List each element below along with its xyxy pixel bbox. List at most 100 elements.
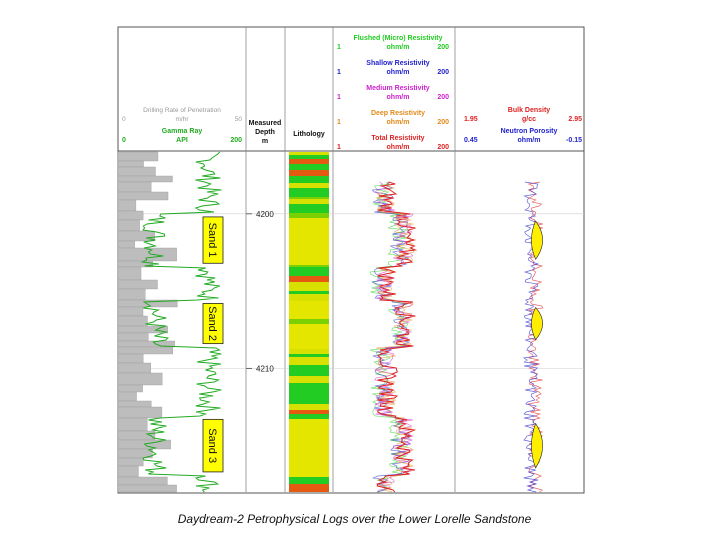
lithology-band xyxy=(289,155,329,159)
lithology-band xyxy=(289,238,329,242)
rop-bar xyxy=(117,406,163,419)
lithology-band xyxy=(289,383,329,389)
sand-label-1: Sand 1 xyxy=(206,223,218,258)
rop-bar xyxy=(117,166,156,177)
lithology-band xyxy=(289,289,329,291)
resistivity-unit-3: ohm/m xyxy=(387,119,410,126)
rop-bar xyxy=(117,346,173,355)
rop-bar xyxy=(117,240,135,249)
depth-label-line2: Depth xyxy=(255,129,275,136)
lithology-band xyxy=(289,349,329,352)
lithology-band xyxy=(289,170,329,176)
lithology-band xyxy=(289,473,329,477)
lithology-band xyxy=(289,354,329,357)
lithology-band xyxy=(289,452,329,457)
lithology-band xyxy=(289,481,329,486)
lithology-band xyxy=(289,188,329,194)
sand-label-3: Sand 3 xyxy=(206,428,218,463)
lithology-band xyxy=(289,291,329,294)
neutron-min: 0.45 xyxy=(464,137,478,144)
lithology-band xyxy=(289,430,329,434)
rop-bar xyxy=(117,353,144,364)
neutron-max: -0.15 xyxy=(566,137,582,144)
density-title: Bulk Density xyxy=(508,107,551,114)
rop-bar xyxy=(117,230,155,242)
lithology-band xyxy=(289,230,329,233)
rop-bar xyxy=(117,288,146,301)
lithology-band xyxy=(289,204,329,209)
lithology-band xyxy=(289,352,329,354)
lithology-band xyxy=(289,265,329,267)
resistivity-title-3: Deep Resistivity xyxy=(371,110,425,117)
density-unit: g/cc xyxy=(522,116,536,123)
resistivity-curve-4 xyxy=(376,181,418,493)
rop-bar xyxy=(117,315,148,327)
lithology-band xyxy=(289,199,329,204)
lithology-band xyxy=(289,209,329,213)
lithology-band xyxy=(289,444,329,447)
lithology-band xyxy=(289,463,329,466)
lithology-band xyxy=(289,176,329,180)
lithology-band xyxy=(289,332,329,338)
lithology-band xyxy=(289,477,329,481)
lithology-band xyxy=(289,213,329,218)
rop-bar xyxy=(117,332,149,342)
lithology-band xyxy=(289,447,329,452)
rop-bar xyxy=(117,417,148,432)
lithology-band xyxy=(289,400,329,404)
lithology-band xyxy=(289,376,329,379)
lithology-band xyxy=(289,218,329,223)
gamma-ray-curve xyxy=(140,151,222,493)
lithology-band xyxy=(289,397,329,400)
lithology-band xyxy=(289,324,329,330)
lithology-band xyxy=(289,363,329,365)
lithology-band xyxy=(289,308,329,312)
lithology-band xyxy=(289,338,329,343)
density-min: 1.95 xyxy=(464,116,478,123)
resistivity-max-0: 200 xyxy=(437,44,449,51)
resistivity-title-0: Flushed (Micro) Resistivity xyxy=(353,35,442,42)
lithology-band xyxy=(289,365,329,370)
figure-caption: Daydream-2 Petrophysical Logs over the L… xyxy=(177,512,532,526)
track-headers: Drilling Rate of Penetration m/hr 0 50 Gamma… xyxy=(122,35,582,151)
lithology-band xyxy=(289,282,329,287)
lithology-band xyxy=(289,267,329,270)
lithology-band xyxy=(289,343,329,349)
lithology-band xyxy=(289,259,329,265)
rop-title: Drilling Rate of Penetration xyxy=(143,107,221,114)
sand-box-3 xyxy=(202,418,224,473)
resistivity-unit-2: ohm/m xyxy=(387,94,410,101)
rop-bar xyxy=(117,476,168,486)
lithology-band xyxy=(289,330,329,332)
gamma-ray-title: Gamma Ray xyxy=(162,128,203,135)
sand-box-2 xyxy=(202,303,224,345)
neutron-unit: ohm/m xyxy=(518,137,541,144)
rop-bar xyxy=(117,191,169,201)
lithology-band-base xyxy=(289,484,329,492)
lithology-label: Lithology xyxy=(293,131,325,138)
resistivity-min-4: 1 xyxy=(337,144,341,151)
lithology-band xyxy=(289,253,329,259)
resistivity-title-4: Total Resistivity xyxy=(371,135,424,142)
rop-bar xyxy=(117,400,152,408)
sand-label-2: Sand 2 xyxy=(206,306,218,341)
rop-bar xyxy=(117,175,173,183)
resistivity-unit-4: ohm/m xyxy=(387,144,410,151)
lithology-band xyxy=(289,276,329,282)
lithology-band xyxy=(289,298,329,301)
resistivity-min-0: 1 xyxy=(337,44,341,51)
lithology-band xyxy=(289,226,329,230)
resistivity-title-1: Shallow Resistivity xyxy=(366,60,430,67)
neutron-title: Neutron Porosity xyxy=(501,128,558,135)
lithology-band xyxy=(289,434,329,440)
lithology-band xyxy=(289,306,329,308)
resistivity-min-3: 1 xyxy=(337,119,341,126)
rop-bar xyxy=(117,247,177,262)
lithology-band xyxy=(289,440,329,444)
rop-bar xyxy=(117,160,144,168)
rop-bar xyxy=(117,362,151,374)
density-max: 2.95 xyxy=(568,116,582,123)
rop-bar xyxy=(117,439,171,450)
lithology-band xyxy=(289,373,329,376)
